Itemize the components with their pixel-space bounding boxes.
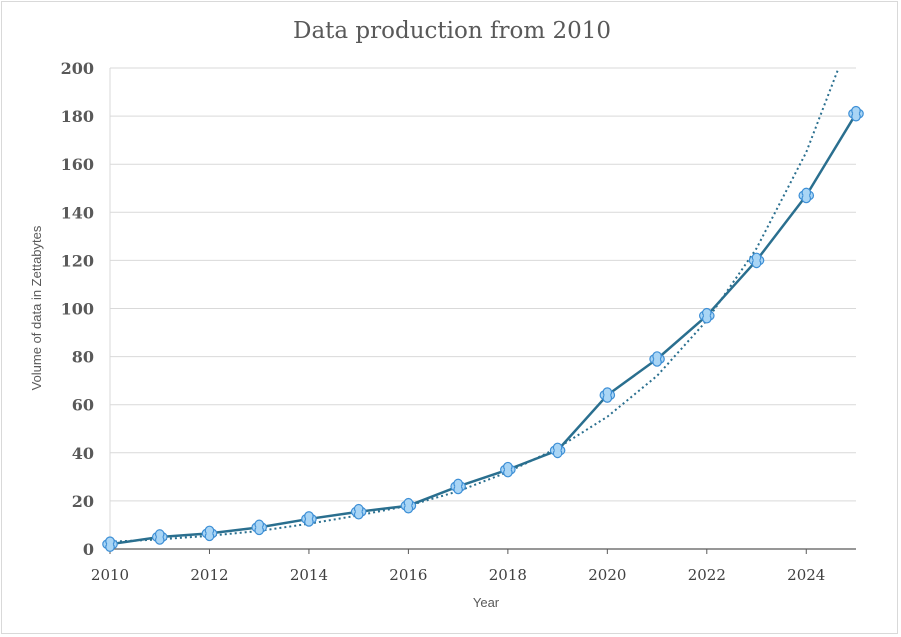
y-tick-label: 160 (61, 155, 94, 174)
y-tick-label: 20 (72, 492, 94, 511)
data-point-center (156, 533, 163, 540)
chart-title: Data production from 2010 (293, 18, 611, 44)
y-tick-label: 100 (61, 300, 94, 319)
data-point-center (455, 483, 462, 490)
data-point-center (853, 110, 859, 117)
data-point-center (604, 392, 611, 399)
data-point (151, 529, 168, 545)
data-point-center (206, 530, 213, 537)
y-axis-ticks: 0 20 40 60 80 100 120 140 160 180 200 (61, 59, 94, 559)
data-point (201, 525, 218, 542)
x-axis-ticks: 2010 2012 2014 2016 2018 2020 2022 2024 (91, 549, 825, 584)
data-point-center (554, 447, 561, 454)
data-point (500, 461, 516, 478)
data-point (748, 252, 765, 269)
data-point (251, 519, 267, 536)
x-axis-label: Year (473, 595, 500, 610)
y-tick-label: 60 (72, 396, 94, 415)
data-point (102, 536, 118, 552)
data-point (798, 187, 815, 204)
data-point-center (504, 466, 511, 473)
data-point (698, 307, 715, 324)
y-tick-label: 140 (61, 203, 94, 222)
y-axis-label: Volume of data in Zettabytes (29, 225, 44, 390)
x-tick-label: 2010 (91, 566, 129, 584)
y-tick-label: 0 (83, 540, 94, 559)
data-point (649, 351, 665, 367)
data-point (599, 387, 616, 403)
data-point (848, 105, 864, 122)
data-point-center (355, 508, 362, 515)
data-point-center (703, 312, 710, 319)
x-tick-label: 2022 (688, 566, 726, 584)
axes (109, 68, 856, 550)
data-point-center (753, 257, 760, 264)
data-point (400, 497, 417, 514)
data-point-center (803, 192, 810, 199)
data-point (549, 442, 566, 459)
data-point (301, 511, 317, 527)
data-point-center (654, 356, 661, 363)
x-tick-label: 2018 (489, 566, 527, 584)
y-tick-label: 180 (61, 107, 94, 126)
data-point-center (405, 502, 412, 509)
x-tick-label: 2024 (787, 566, 825, 584)
series-line (109, 113, 858, 546)
x-tick-label: 2016 (389, 566, 427, 584)
y-tick-label: 200 (61, 59, 94, 78)
y-tick-label: 120 (61, 251, 94, 270)
trendline (109, 67, 840, 543)
series-layer (102, 105, 864, 552)
x-tick-label: 2014 (290, 566, 328, 584)
x-tick-label: 2020 (588, 566, 626, 584)
data-point-center (256, 524, 263, 531)
data-point-center (305, 515, 312, 522)
gridlines (110, 67, 856, 502)
y-tick-label: 80 (72, 348, 94, 367)
x-tick-label: 2012 (190, 566, 228, 584)
trendline-layer (109, 67, 840, 543)
data-point (450, 478, 466, 495)
data-point-center (107, 541, 113, 548)
y-tick-label: 40 (72, 444, 94, 463)
data-point (350, 503, 367, 520)
